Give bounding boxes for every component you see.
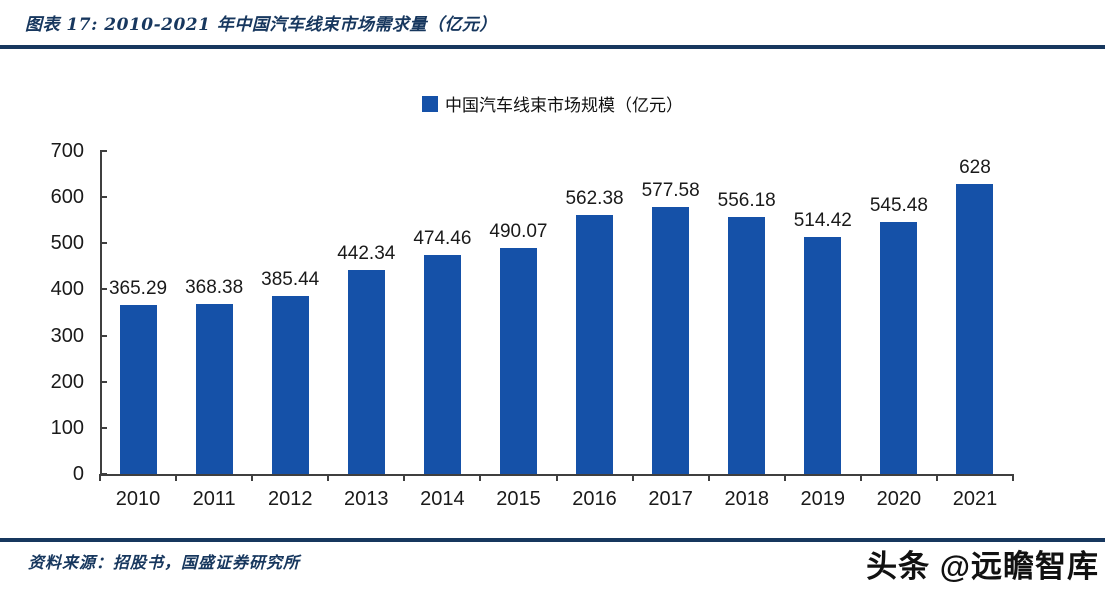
y-axis-tick	[100, 334, 107, 337]
x-axis-category-label: 2018	[724, 488, 769, 510]
bar-2018	[728, 217, 766, 474]
y-axis-tick	[100, 150, 107, 152]
x-axis-category-label: 2011	[192, 488, 236, 510]
y-axis-label: 100	[50, 416, 84, 439]
bar-value-label: 562.38	[565, 187, 624, 209]
bar-2019	[804, 236, 842, 474]
x-axis-tick	[555, 474, 558, 481]
x-axis-category-label: 2019	[800, 488, 846, 510]
y-axis-line	[100, 151, 102, 474]
bar-2020	[880, 222, 918, 474]
bar-value-label: 490.07	[489, 220, 548, 242]
x-axis-tick	[783, 474, 786, 481]
bar-value-label: 474.46	[413, 228, 472, 250]
bar-value-label: 368.38	[185, 277, 244, 299]
bar-2013	[347, 269, 385, 474]
y-axis-label: 400	[50, 278, 84, 301]
bar-value-label: 442.34	[337, 242, 396, 264]
x-axis-category-label: 2017	[648, 488, 693, 510]
bar-value-label: 545.48	[869, 195, 928, 217]
x-axis-tick	[403, 474, 406, 481]
bar-2010	[119, 305, 157, 474]
x-axis-category-label: 2015	[496, 488, 541, 510]
bar-value-label: 514.42	[793, 209, 852, 231]
x-axis-category-label: 2016	[572, 488, 617, 510]
x-axis-tick	[251, 474, 254, 481]
x-axis-tick	[631, 474, 634, 481]
bar-2021	[956, 184, 994, 474]
x-axis-tick	[935, 474, 938, 481]
bar-value-label: 385.44	[261, 269, 320, 291]
bottom-divider	[0, 538, 1105, 542]
x-axis-category-label: 2013	[344, 488, 389, 510]
y-axis-tick	[100, 242, 107, 245]
x-axis-tick	[175, 474, 178, 481]
bar-value-label: 365.29	[108, 278, 168, 300]
chart-legend: 中国汽车线束市场规模（亿元）	[0, 91, 1105, 116]
y-axis-tick	[100, 196, 107, 199]
y-axis-tick	[100, 288, 107, 291]
x-axis-tick	[707, 474, 710, 481]
x-axis-tick	[1012, 474, 1014, 481]
x-axis-tick	[99, 474, 101, 481]
x-axis-category-label: 2012	[267, 488, 313, 510]
y-axis-label: 600	[50, 186, 84, 209]
legend-swatch	[422, 95, 438, 112]
x-axis-category-label: 2014	[420, 488, 465, 510]
x-axis-tick	[479, 474, 482, 481]
y-axis-tick	[100, 380, 107, 383]
bar-2017	[652, 207, 690, 474]
bar-2016	[576, 214, 614, 474]
source-note: 资料来源：招股书，国盛证券研究所	[28, 553, 301, 572]
x-axis-category-label: 2010	[115, 488, 161, 510]
bar-2012	[271, 296, 309, 474]
watermark: 头条 @远瞻智库	[866, 549, 1099, 584]
bar-2015	[499, 247, 537, 474]
legend-label: 中国汽车线束市场规模（亿元）	[445, 96, 683, 115]
bar-chart: 0 100 200 300 400 500 600 700 365.29 2010 368.38 20…	[0, 138, 1105, 520]
bar-value-label: 628	[959, 157, 991, 179]
y-axis-label: 0	[72, 463, 84, 485]
top-divider	[0, 45, 1105, 49]
x-axis-tick	[327, 474, 330, 481]
bar-value-label: 556.18	[717, 190, 776, 212]
x-axis-tick	[859, 474, 862, 481]
bar-2014	[423, 255, 461, 474]
y-axis-label: 500	[50, 232, 84, 255]
bar-2011	[195, 304, 233, 474]
y-axis-tick	[100, 426, 107, 429]
y-axis-label: 700	[50, 140, 84, 162]
x-axis-category-label: 2021	[952, 488, 998, 510]
y-axis-label: 200	[50, 370, 84, 393]
bar-value-label: 577.58	[641, 180, 700, 202]
figure-title: 图表 17: 2010-2021 年中国汽车线束市场需求量（亿元）	[25, 15, 497, 35]
y-axis-label: 300	[50, 324, 84, 347]
x-axis-category-label: 2020	[876, 488, 922, 510]
